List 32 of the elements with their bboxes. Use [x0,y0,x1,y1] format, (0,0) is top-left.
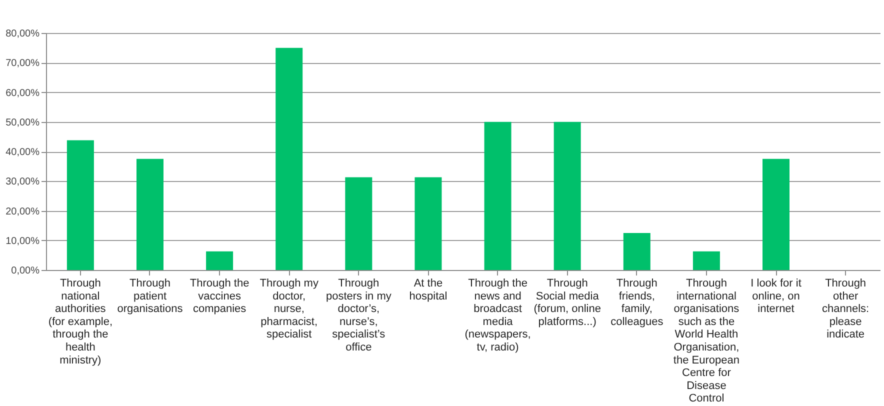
y-tick-label: 0,00% [11,266,40,276]
x-tick-label: Through the vaccines companies [190,278,250,316]
category-label: Through international organisations such as the World Health Organisation, the European Centre for Disease Control [673,278,740,405]
x-tick-label: I look for it online, on internet [750,278,802,316]
x-tick-label: Through my doctor, nurse, pharmacist, specialist [260,278,319,341]
bar [554,122,581,270]
y-tick-label: 30,00% [6,176,40,188]
y-tick-label: 80,00% [6,28,40,40]
x-tick-label: Through Social media (forum, online platforms...) [534,278,601,328]
bar [692,251,720,270]
x-tick-label: Through posters in my doctor’s, nurse’s, specialist’s office [326,278,392,354]
y-tick-label: 20,00% [6,206,40,218]
y-tick-label: 50,00% [6,117,40,128]
x-tick-label: Through the news and broadcast media (newspapers, tv, radio) [464,278,531,354]
x-tick-label: Through patient organisations [117,278,184,316]
bar [136,158,164,270]
y-tick-label: 70,00% [6,58,40,70]
x-tick-label: At the hospital [409,278,448,302]
y-tick-label: 10,00% [6,236,40,247]
y-tick-label: 60,00% [6,88,40,99]
x-tick-label: Through other channels: please indicate [822,278,870,341]
y-tick-label: 40,00% [6,147,40,158]
bar [345,177,372,270]
bar [623,232,650,270]
bar [762,158,790,270]
x-tick-label: Through friends, family, colleagues [610,278,664,328]
bar [484,122,512,270]
x-tick-label: Through national authorities (for example, through the health ministry) [48,278,113,366]
bar [276,48,303,270]
bar [206,251,234,270]
bar [66,140,94,270]
bar [414,177,442,270]
